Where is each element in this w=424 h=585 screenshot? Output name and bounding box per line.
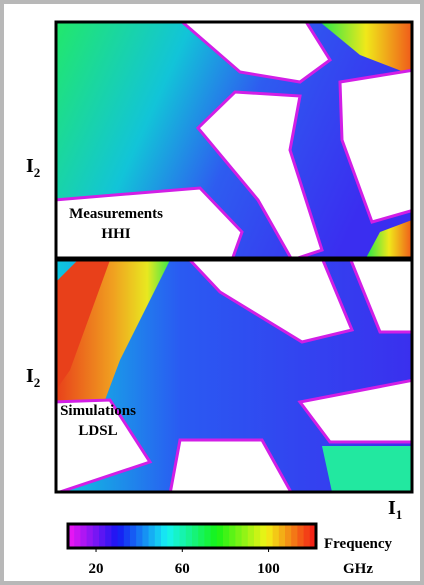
colorbar-title: Frequency xyxy=(324,536,393,552)
colorbar-step xyxy=(260,524,267,548)
colorbar-step xyxy=(198,524,205,548)
colorbar-step xyxy=(279,524,286,548)
colorbar-step xyxy=(149,524,156,548)
colorbar-step xyxy=(124,524,131,548)
colorbar-step xyxy=(204,524,211,548)
y-axis-label-sub: 2 xyxy=(34,375,41,390)
colorbar-step xyxy=(192,524,199,548)
colorbar-step xyxy=(80,524,87,548)
colorbar-tick-label: 20 xyxy=(89,561,104,577)
x-axis-label-main: I xyxy=(388,497,396,519)
colorbar-step xyxy=(142,524,149,548)
colorbar-unit: GHz xyxy=(343,561,373,577)
colorbar-step xyxy=(118,524,125,548)
colorbar-step xyxy=(173,524,180,548)
colorbar-step xyxy=(242,524,249,548)
colorbar-tick-label: 100 xyxy=(257,561,280,577)
colorbar-step xyxy=(161,524,168,548)
colorbar-step xyxy=(93,524,100,548)
x-axis-label-sub: 1 xyxy=(396,507,403,522)
panel-label: LDSL xyxy=(78,423,117,439)
y-axis-label-sub: 2 xyxy=(34,165,41,180)
colorbar-tick-label: 60 xyxy=(175,561,190,577)
colorbar-step xyxy=(111,524,118,548)
colorbar-step xyxy=(297,524,304,548)
figure: Measurements HHI Simulations LDSL I2 I2 … xyxy=(0,0,424,585)
colorbar-step xyxy=(266,524,273,548)
colorbar-step xyxy=(136,524,143,548)
colorbar-step xyxy=(105,524,112,548)
colorbar-step xyxy=(130,524,137,548)
colorbar-step xyxy=(248,524,255,548)
colorbar-step xyxy=(186,524,193,548)
colorbar-step xyxy=(99,524,106,548)
colorbar-step xyxy=(155,524,162,548)
colorbar-step xyxy=(304,524,311,548)
colorbar-step xyxy=(235,524,242,548)
colorbar-step xyxy=(167,524,174,548)
colorbar-step xyxy=(217,524,224,548)
colorbar-step xyxy=(291,524,298,548)
y-axis-label-main: I xyxy=(26,155,34,177)
colorbar-step xyxy=(74,524,81,548)
panel-label: HHI xyxy=(101,226,130,242)
colorbar-step xyxy=(87,524,94,548)
colorbar-step xyxy=(229,524,236,548)
panel-label: Measurements xyxy=(69,206,163,222)
colorbar-step xyxy=(273,524,280,548)
colorbar-step xyxy=(180,524,187,548)
colorbar-step xyxy=(211,524,218,548)
y-axis-label-main: I xyxy=(26,365,34,387)
heatmap-simulated xyxy=(54,258,414,494)
colorbar-step xyxy=(254,524,261,548)
panel-label: Simulations xyxy=(60,403,136,419)
colorbar-step xyxy=(285,524,292,548)
colorbar-step xyxy=(223,524,230,548)
